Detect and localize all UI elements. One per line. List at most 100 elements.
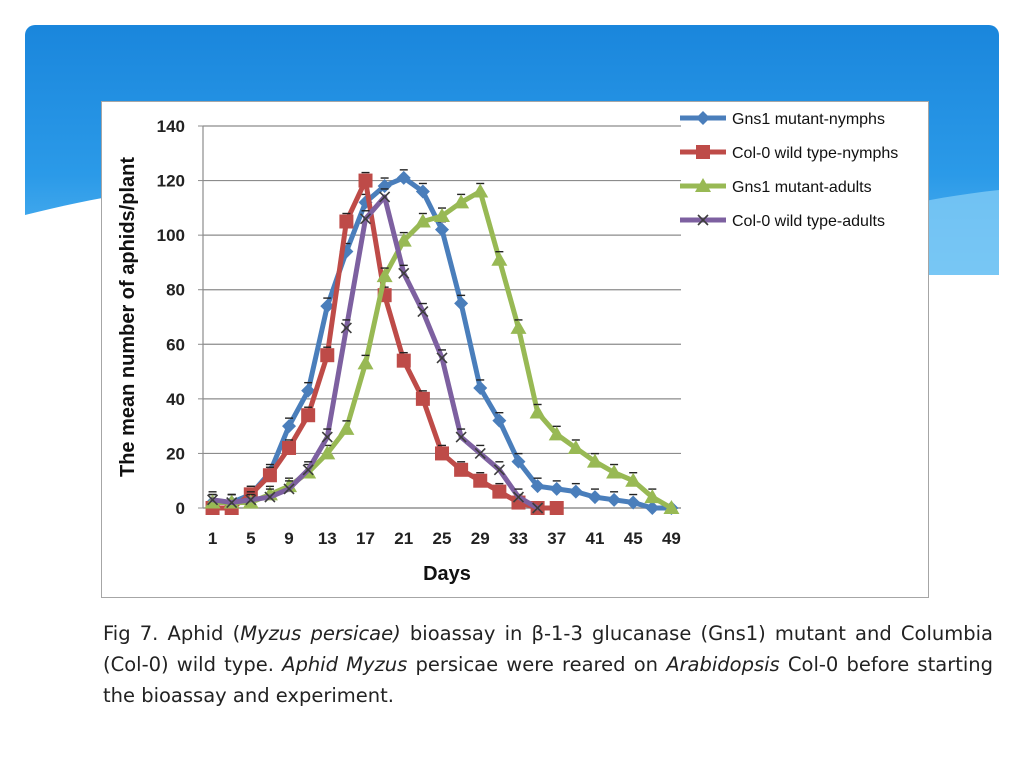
caption-text-2: bioassay in β-1-3 glucanase (Gns1) mutan… <box>103 622 993 676</box>
data-point <box>453 194 470 209</box>
data-point <box>454 296 469 311</box>
y-tick-label-40: 40 <box>166 390 185 409</box>
data-point <box>338 420 355 435</box>
data-point <box>283 483 295 495</box>
data-point <box>510 319 527 334</box>
caption-italic-2: Arabidopsis <box>666 653 780 676</box>
x-tick-label-13: 13 <box>318 529 337 548</box>
data-point <box>473 380 488 395</box>
x-tick-label-45: 45 <box>624 529 643 548</box>
data-point <box>398 267 410 279</box>
axes: 0 20 40 60 80 100 120 140 1 5 9 13 17 21 25 29 33 37 41 45 4… <box>117 117 681 585</box>
data-point <box>586 453 603 468</box>
legend-marker <box>697 214 709 226</box>
caption-italic-1: Aphid Myzus <box>282 653 408 676</box>
x-tick-label-41: 41 <box>585 529 604 548</box>
data-point <box>568 484 583 499</box>
data-point <box>262 468 277 483</box>
legend-marker <box>696 111 710 125</box>
data-point <box>206 494 219 506</box>
x-tick-label-21: 21 <box>394 529 413 548</box>
y-tick-label-0: 0 <box>176 499 185 518</box>
legend-label: Gns1 mutant-nymphs <box>732 111 885 128</box>
data-point <box>663 500 680 514</box>
data-point <box>379 191 391 203</box>
data-point <box>587 490 602 505</box>
x-tick-label-17: 17 <box>356 529 375 548</box>
legend-item-0: Gns1 mutant-nymphs <box>680 111 885 128</box>
x-tick-label-29: 29 <box>471 529 490 548</box>
data-point <box>358 173 373 188</box>
data-point <box>626 495 641 510</box>
data-point <box>301 408 316 423</box>
data-point <box>264 491 276 503</box>
data-point <box>472 183 489 198</box>
legend-marker <box>696 145 710 159</box>
data-point <box>473 473 488 488</box>
data-point <box>282 419 297 434</box>
data-point <box>245 494 257 506</box>
data-point <box>357 355 374 370</box>
data-point <box>512 491 525 503</box>
data-point <box>492 413 507 428</box>
data-point <box>549 501 564 515</box>
data-point <box>340 322 352 334</box>
legend-item-3: Col-0 wild type-adults <box>680 213 885 230</box>
data-point <box>415 391 430 406</box>
y-axis-title: The mean number of aphids/plant <box>117 157 139 477</box>
y-tick-label-100: 100 <box>157 226 185 245</box>
y-tick-label-60: 60 <box>166 335 185 354</box>
data-point <box>529 404 546 419</box>
data-point <box>415 184 430 199</box>
data-point <box>549 481 564 496</box>
caption-species: Myzus persicae) <box>240 622 401 645</box>
data-point <box>282 440 297 455</box>
legend-marker <box>695 178 711 192</box>
x-tick-label-49: 49 <box>662 529 681 548</box>
data-point <box>319 445 336 460</box>
legend-label: Col-0 wild type-adults <box>732 213 885 230</box>
data-point <box>417 305 429 318</box>
chart-panel: 0 20 40 60 80 100 120 140 1 5 9 13 17 21 25 29 33 37 41 45 4… <box>101 101 929 598</box>
caption-text-1: Fig 7. Aphid ( <box>103 622 241 645</box>
data-point <box>302 464 314 476</box>
data-point <box>474 447 486 459</box>
data-point <box>625 472 642 487</box>
x-tick-label-25: 25 <box>433 529 452 548</box>
grid-lines <box>203 125 681 509</box>
data-point <box>396 353 411 368</box>
legend-item-2: Gns1 mutant-adults <box>680 178 872 196</box>
legend: Gns1 mutant-nymphs Col-0 wild type-nymphs… <box>680 111 898 230</box>
y-tick-label-140: 140 <box>157 117 185 136</box>
data-point <box>301 383 316 398</box>
data-point <box>454 462 469 477</box>
data-point <box>644 489 661 504</box>
data-point <box>414 213 431 228</box>
x-tick-label-9: 9 <box>284 529 293 548</box>
data-point <box>359 213 372 225</box>
x-tick-label-37: 37 <box>547 529 566 548</box>
data-point <box>645 501 660 515</box>
data-point <box>435 446 449 461</box>
data-point <box>226 496 238 509</box>
data-point <box>436 352 448 364</box>
data-point <box>321 431 333 443</box>
legend-label: Col-0 wild type-nymphs <box>732 145 898 162</box>
data-point <box>320 348 335 363</box>
data-point <box>530 479 545 494</box>
y-tick-label-120: 120 <box>157 172 185 191</box>
data-point <box>492 484 507 499</box>
data-point <box>435 222 449 237</box>
figure-caption: Fig 7. Aphid (Myzus persicae) bioassay i… <box>103 618 993 711</box>
x-tick-label-33: 33 <box>509 529 528 548</box>
data-point <box>606 464 623 479</box>
data-point <box>548 426 565 441</box>
data-point <box>491 251 508 266</box>
data-point <box>320 299 335 314</box>
x-axis-title: Days <box>423 563 471 585</box>
y-tick-label-20: 20 <box>166 444 185 463</box>
x-tick-label-1: 1 <box>208 529 217 548</box>
series-3 <box>206 188 544 514</box>
data-point <box>339 214 354 229</box>
series-group <box>204 169 680 515</box>
